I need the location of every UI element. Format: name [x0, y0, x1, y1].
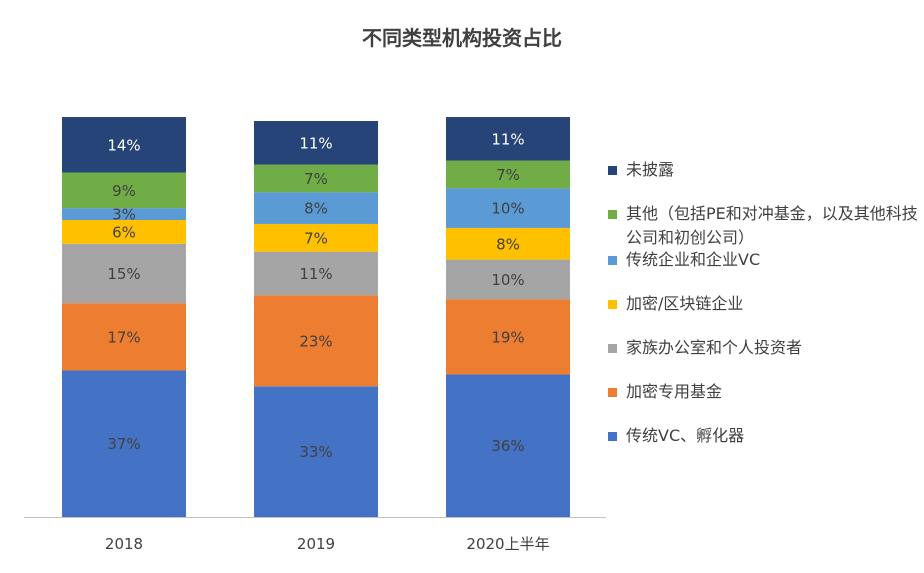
bar-segment	[446, 160, 570, 189]
bar-segment	[62, 220, 186, 244]
data-label: 33%	[299, 443, 332, 461]
bar-segment	[62, 303, 186, 371]
data-label: 10%	[491, 271, 524, 289]
x-tick-label: 2019	[297, 535, 335, 553]
legend-swatch	[608, 210, 617, 219]
bar-segment	[254, 251, 378, 296]
bar-segment	[62, 243, 186, 304]
legend-label: 未披露	[626, 160, 675, 179]
bar-segment	[254, 192, 378, 224]
bar-segment	[254, 223, 378, 252]
data-label: 7%	[304, 170, 328, 188]
bar-segment	[446, 299, 570, 375]
chart-title: 不同类型机构投资占比	[362, 26, 562, 50]
legend-label: 传统VC、孵化器	[626, 426, 745, 445]
bar-segment	[254, 121, 378, 165]
data-label: 10%	[491, 200, 524, 218]
bar-segment	[62, 172, 186, 209]
data-label: 11%	[299, 134, 332, 152]
legend-swatch	[608, 300, 617, 309]
bar-segment	[62, 117, 186, 173]
data-label: 37%	[107, 435, 140, 453]
legend-label: 其他（包括PE和对冲基金，以及其他科技公司和初创公司）	[626, 204, 918, 247]
bar-segment	[254, 386, 378, 517]
bar-segment	[446, 227, 570, 260]
data-label: 7%	[304, 229, 328, 247]
data-label: 17%	[107, 328, 140, 346]
data-label: 7%	[496, 166, 520, 184]
bar-segment	[446, 188, 570, 228]
bar-segment	[254, 295, 378, 387]
legend-label: 加密/区块链企业	[626, 294, 744, 313]
data-label: 19%	[491, 328, 524, 346]
data-label: 3%	[112, 206, 136, 224]
bar-segment	[446, 374, 570, 517]
data-label: 8%	[496, 235, 520, 253]
bar-segment	[62, 370, 186, 517]
data-label: 11%	[491, 130, 524, 148]
bar-segment	[62, 208, 186, 220]
data-label: 9%	[112, 182, 136, 200]
bar-segment	[254, 164, 378, 193]
legend-label: 家族办公室和个人投资者	[626, 338, 803, 357]
legend-swatch	[608, 388, 617, 397]
legend-label: 传统企业和企业VC	[626, 250, 761, 269]
legend-swatch	[608, 432, 617, 441]
x-tick-label: 2020上半年	[466, 535, 549, 553]
legend-swatch	[608, 344, 617, 353]
data-label: 23%	[299, 332, 332, 350]
bar-segment	[446, 259, 570, 300]
bar-segment	[446, 117, 570, 161]
data-label: 11%	[299, 265, 332, 283]
data-label: 8%	[304, 200, 328, 218]
data-label: 14%	[107, 136, 140, 154]
legend-swatch	[608, 256, 617, 265]
legend-swatch	[608, 166, 617, 175]
x-tick-label: 2018	[105, 535, 143, 553]
data-label: 6%	[112, 223, 136, 241]
legend-label: 加密专用基金	[626, 382, 723, 401]
data-label: 15%	[107, 265, 140, 283]
data-label: 36%	[491, 437, 524, 455]
